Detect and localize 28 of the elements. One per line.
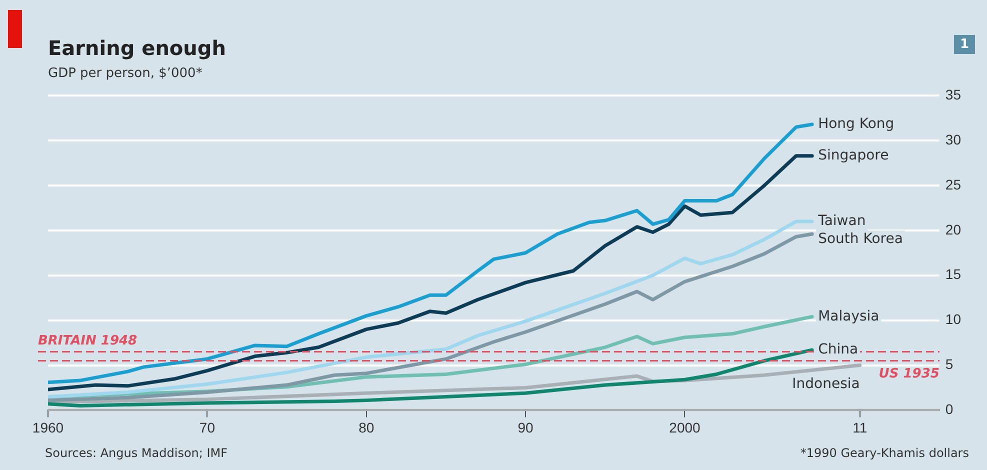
x-tick-label: 2000 [669,419,701,436]
text: 1 [954,35,975,54]
x-tick-label: 1960 [32,419,64,436]
series-label: Taiwan [817,213,866,230]
x-tick-label: 70 [199,419,216,436]
series-label: Hong Kong [818,116,894,132]
series-label: China [818,342,858,358]
ref-line-label: US 1935 [878,366,940,382]
y-tick-label: 5 [945,356,954,372]
y-tick-label: 25 [945,176,962,192]
series-label: South Korea [818,231,903,248]
x-tick-label: 11 [852,419,868,436]
ref-line-label: BRITAIN 1948 [38,334,138,349]
y-tick-label: 30 [945,131,962,148]
chart-subtitle: GDP per person, $’000* [48,66,203,82]
y-tick-label: 0 [945,401,954,418]
series-label: Indonesia [792,376,860,392]
y-tick-label: 10 [945,311,962,328]
series-label: Singapore [818,147,889,164]
y-tick-label: 15 [945,266,962,282]
y-tick-label: 20 [945,221,962,238]
chart-title: Earning enough [48,36,226,60]
x-tick-label: 90 [518,419,534,436]
y-tick-label: 35 [945,86,962,102]
x-tick-label: 80 [358,419,374,436]
text: *1990 Geary-Khamis dollars [800,446,969,460]
series-label: Malaysia [818,308,880,324]
source-note: Sources: Angus Maddison; IMF [45,446,228,460]
